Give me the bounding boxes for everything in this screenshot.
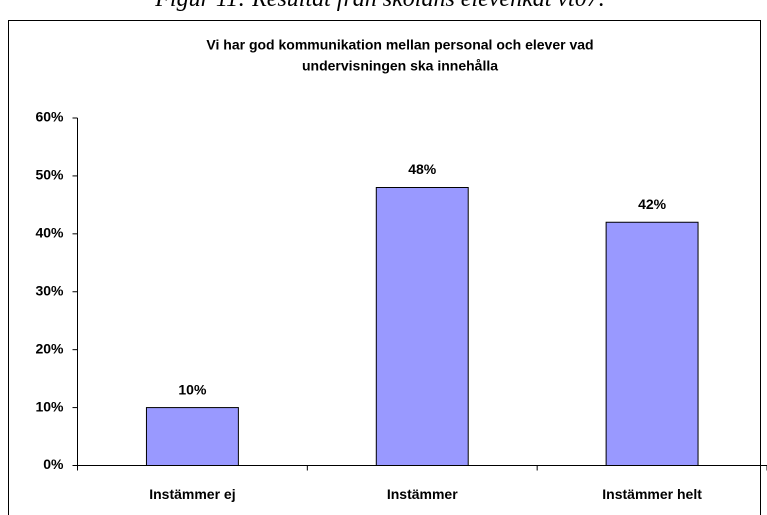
y-tick-label: 60% <box>35 109 64 125</box>
x-tick-label: Instämmer helt <box>602 486 702 502</box>
caption: Figur 11: Resultat från skolans elevenkä… <box>154 0 604 12</box>
chart-title: Vi har god kommunikation mellan personal… <box>206 37 593 53</box>
y-tick-label: 40% <box>35 225 64 241</box>
bar <box>605 221 699 466</box>
x-tick-label: Instämmer ej <box>149 486 235 502</box>
y-tick-label: 20% <box>35 340 64 356</box>
y-tick-label: 30% <box>35 282 64 298</box>
bar <box>375 187 469 466</box>
y-tick-label: 50% <box>35 167 64 183</box>
bar <box>145 407 239 467</box>
y-tick-label: 10% <box>35 398 64 414</box>
data-label: 10% <box>178 381 207 397</box>
data-label: 48% <box>408 161 437 177</box>
chart-title: undervisningen ska innehålla <box>302 58 498 74</box>
y-tick-label: 0% <box>43 456 64 472</box>
data-label: 42% <box>638 196 667 212</box>
x-tick-label: Instämmer <box>387 486 458 502</box>
